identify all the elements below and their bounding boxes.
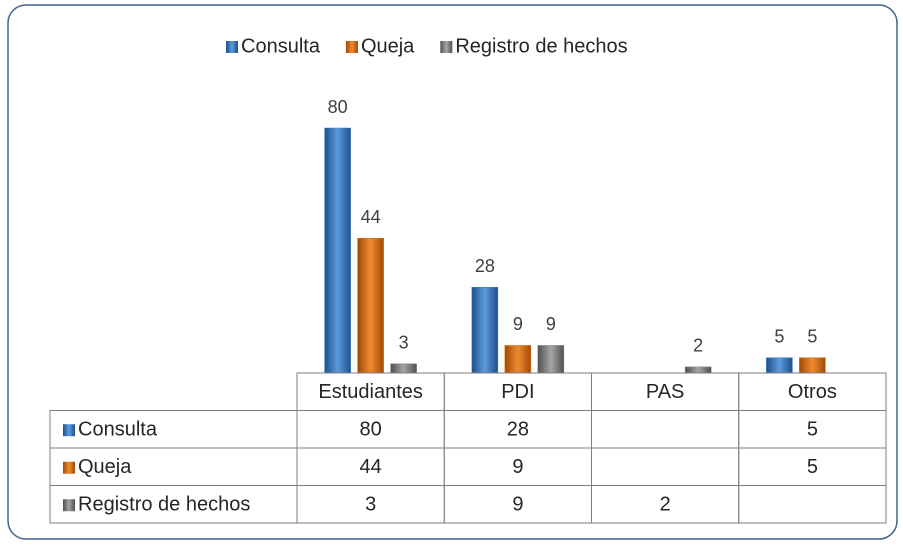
- legend-icon: [345, 41, 358, 53]
- table-row-label: Registro de hechos: [78, 494, 250, 516]
- bar: [766, 357, 793, 374]
- legend-label: Queja: [361, 35, 415, 57]
- legend-icon: [440, 41, 453, 53]
- table-value: 2: [660, 494, 671, 516]
- data-label: 5: [807, 326, 817, 346]
- legend-icon: [63, 424, 75, 437]
- data-label: 28: [475, 256, 495, 276]
- bar: [799, 357, 826, 374]
- table-value: 28: [507, 419, 529, 441]
- legend-icon: [63, 461, 75, 474]
- bar: [324, 127, 351, 374]
- data-label: 3: [399, 333, 409, 353]
- data-label: 2: [693, 336, 703, 356]
- data-label: 9: [546, 314, 556, 334]
- data-label: 44: [361, 207, 381, 227]
- data-label: 9: [513, 314, 523, 334]
- table-row-label: Consulta: [78, 419, 158, 441]
- table-value: 80: [360, 419, 382, 441]
- table-cell: [738, 485, 887, 524]
- bar: [537, 345, 565, 374]
- table-value: 9: [512, 456, 523, 478]
- table-value: 44: [360, 456, 382, 478]
- legend-label: Registro de hechos: [455, 35, 627, 57]
- table-header: Otros: [788, 381, 837, 403]
- table-value: 9: [512, 494, 523, 516]
- legend-icon: [63, 499, 75, 512]
- bar: [357, 238, 384, 374]
- table-value: 5: [807, 419, 818, 441]
- bar: [504, 345, 532, 374]
- legend-icon: [226, 41, 238, 53]
- chart-frame: [7, 4, 898, 540]
- legend-label: Consulta: [241, 35, 321, 57]
- table-header: PDI: [501, 381, 534, 403]
- table-header: Estudiantes: [318, 381, 423, 403]
- data-label: 80: [328, 97, 348, 117]
- table-header: PAS: [646, 381, 685, 403]
- table-row-label: Queja: [78, 456, 132, 478]
- table-value: 3: [365, 494, 376, 516]
- bar: [390, 363, 417, 374]
- table-value: 5: [807, 456, 818, 478]
- data-label: 5: [774, 326, 784, 346]
- bar: [471, 287, 499, 374]
- bar: [684, 366, 712, 374]
